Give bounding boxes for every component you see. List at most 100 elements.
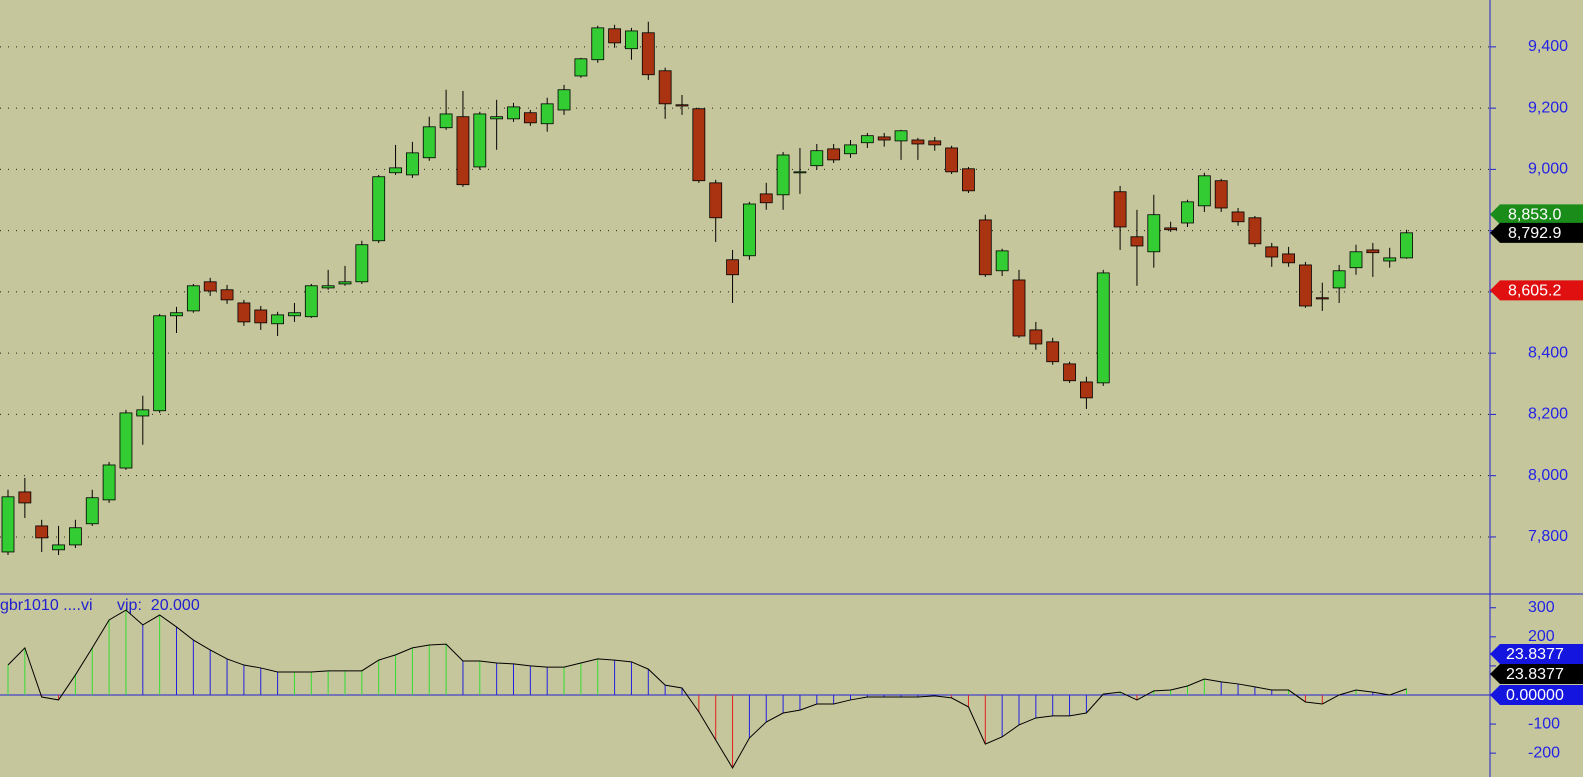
value-box-label: 0.00000 bbox=[1506, 687, 1564, 704]
candle-body bbox=[827, 148, 841, 161]
candle-body bbox=[18, 491, 32, 504]
candle-body bbox=[439, 113, 453, 129]
candle-body bbox=[1299, 264, 1312, 307]
candle-body bbox=[321, 285, 335, 289]
candle-body bbox=[557, 89, 571, 111]
y-tick-label: 8,000 bbox=[1528, 467, 1568, 484]
y-tick-label: 9,400 bbox=[1528, 38, 1568, 55]
candle-body bbox=[1400, 232, 1413, 259]
candle-body bbox=[422, 126, 436, 159]
candle-body bbox=[355, 244, 369, 283]
candle-body bbox=[1248, 217, 1262, 245]
candle-body bbox=[85, 497, 99, 525]
price-marker bbox=[1490, 280, 1583, 301]
value-box-label: 23.8377 bbox=[1506, 666, 1564, 683]
candle-body bbox=[877, 136, 891, 141]
candle-body bbox=[776, 154, 790, 196]
candle-body bbox=[1197, 175, 1211, 207]
candle-body bbox=[1181, 201, 1194, 224]
candle-body bbox=[490, 116, 504, 120]
candle-body bbox=[1282, 253, 1295, 264]
candle-body bbox=[844, 144, 857, 155]
y-tick-label: 8,400 bbox=[1528, 344, 1568, 361]
candle-body bbox=[1147, 214, 1161, 253]
candle-body bbox=[1366, 249, 1380, 254]
candle-body bbox=[1063, 363, 1076, 382]
price-marker bbox=[1490, 222, 1583, 243]
price-marker-label: 8,853.0 bbox=[1508, 207, 1561, 224]
candle-body bbox=[894, 130, 908, 142]
y-tick-label: -200 bbox=[1528, 744, 1560, 761]
candle-body bbox=[372, 176, 386, 242]
indicator-param: vip: 20.000 bbox=[117, 597, 200, 614]
candle-body bbox=[860, 135, 874, 144]
candle-body bbox=[136, 409, 150, 417]
candle-body bbox=[338, 281, 352, 285]
y-tick-label: 7,800 bbox=[1528, 528, 1568, 545]
y-tick-label: -100 bbox=[1528, 715, 1560, 732]
candle-body bbox=[1113, 191, 1127, 228]
candle-body bbox=[119, 412, 133, 469]
candle-body bbox=[810, 150, 824, 167]
candle-body bbox=[743, 203, 756, 257]
candle-body bbox=[675, 104, 689, 107]
candle-body bbox=[1012, 279, 1026, 337]
y-tick-label: 9,200 bbox=[1528, 99, 1568, 116]
candle-body bbox=[523, 112, 537, 124]
candle-body bbox=[1383, 257, 1397, 262]
candle-body bbox=[608, 28, 621, 44]
candle-body bbox=[186, 285, 200, 312]
candle-body bbox=[507, 106, 520, 120]
candle-body bbox=[1, 496, 15, 553]
candle-body bbox=[641, 32, 655, 76]
candle-body bbox=[726, 259, 739, 276]
y-tick-label: 8,200 bbox=[1528, 406, 1568, 423]
candle-body bbox=[237, 302, 251, 323]
candle-body bbox=[1029, 329, 1043, 345]
value-box bbox=[1490, 684, 1583, 705]
price-marker-label: 8,605.2 bbox=[1508, 283, 1561, 300]
candle-body bbox=[928, 140, 942, 146]
candle-body bbox=[591, 27, 605, 61]
candle-body bbox=[962, 168, 975, 192]
candle-body bbox=[1332, 270, 1346, 289]
candle-body bbox=[978, 219, 992, 276]
candle-body bbox=[153, 315, 167, 412]
indicator-name: gbr1010 ....vi bbox=[0, 597, 93, 614]
candle-body bbox=[271, 314, 285, 325]
candle-body bbox=[254, 309, 268, 324]
y-tick-label: 9,000 bbox=[1528, 161, 1568, 178]
candle-body bbox=[456, 116, 470, 186]
candle-body bbox=[69, 527, 82, 546]
candle-body bbox=[203, 281, 217, 292]
candle-body bbox=[945, 147, 958, 173]
candle-body bbox=[1096, 272, 1110, 384]
candle-body bbox=[574, 58, 588, 77]
candle-body bbox=[540, 103, 554, 125]
candle-body bbox=[709, 182, 723, 219]
indicator-line bbox=[7, 609, 1407, 769]
candle-body bbox=[405, 152, 419, 176]
candle-body bbox=[389, 167, 402, 174]
price-marker bbox=[1490, 204, 1583, 225]
candle-body bbox=[1164, 227, 1178, 231]
candle-body bbox=[102, 464, 116, 501]
candle-body bbox=[911, 139, 925, 145]
candle-body bbox=[658, 70, 672, 105]
candle-body bbox=[995, 250, 1009, 272]
candle-body bbox=[170, 312, 183, 317]
candle-body bbox=[52, 544, 65, 551]
price-marker-label: 8,792.9 bbox=[1508, 225, 1561, 242]
candle-body bbox=[1130, 236, 1144, 247]
candle-body bbox=[1315, 297, 1329, 300]
candle-body bbox=[304, 285, 318, 318]
candle-body bbox=[473, 113, 487, 168]
candle-body bbox=[1349, 251, 1363, 269]
candle-body bbox=[1046, 341, 1060, 363]
candle-body bbox=[288, 312, 301, 317]
candle-body bbox=[1231, 211, 1245, 223]
value-box-label: 23.8377 bbox=[1506, 646, 1564, 663]
candle-body bbox=[1080, 381, 1093, 399]
